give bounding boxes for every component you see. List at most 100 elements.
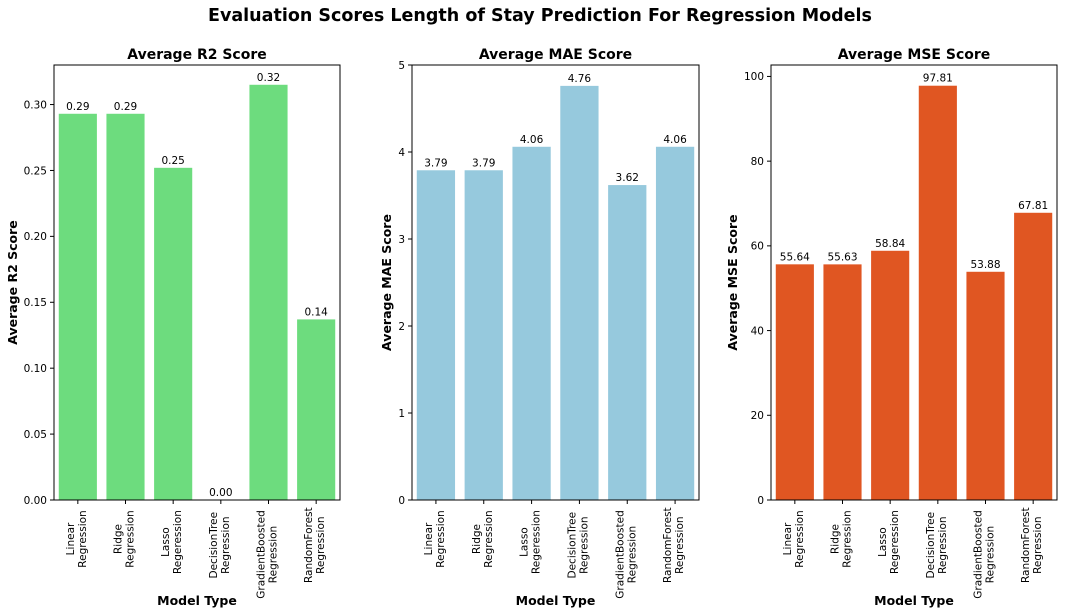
bar-value-label: 0.32	[257, 72, 280, 84]
x-tick-label-line: DecisionTree	[566, 512, 578, 579]
bar-value-label: 55.64	[780, 251, 810, 263]
bar-value-label: 67.81	[1018, 200, 1048, 212]
x-tick-label-line: Regeression	[531, 510, 543, 574]
x-tick-label: LassoRegeression	[877, 510, 901, 574]
bar-value-label: 58.84	[875, 238, 905, 250]
x-tick-label: LinearRegression	[782, 510, 806, 567]
chart-title: Average MSE Score	[838, 47, 991, 63]
bar	[512, 146, 551, 500]
x-tick-label-line: Regeression	[172, 510, 184, 574]
x-tick-label-line: Linear	[423, 522, 435, 555]
chart-panel-1: Average R2 Score 0.29 0.29 0.25 0.00 0.32 0.14…	[5, 47, 341, 608]
x-tick-label: GradientBoostedRegression	[256, 510, 280, 598]
bar-value-label: 3.79	[472, 157, 495, 169]
bar-value-label: 0.25	[161, 155, 184, 167]
x-tick-label-line: DecisionTree	[925, 512, 937, 579]
y-tick-label: 100	[744, 71, 764, 83]
bar	[608, 185, 647, 500]
axes-frame	[770, 64, 1058, 501]
y-tick-label: 0	[757, 495, 764, 507]
x-tick-label: RidgeRegression	[471, 510, 495, 567]
x-tick-label-line: Regeression	[889, 510, 901, 574]
y-axis-label: Average MAE Score	[379, 214, 394, 351]
x-tick-label-line: DecisionTree	[208, 512, 220, 579]
bar-value-label: 55.63	[827, 251, 857, 263]
x-tick-label-line: Regression	[125, 510, 137, 567]
figure-suptitle: Evaluation Scores Length of Stay Predict…	[208, 6, 872, 26]
bar-value-label: 0.00	[209, 487, 232, 499]
x-axis-label: Model Type	[157, 593, 237, 608]
x-tick-label-line: RandomForest	[662, 507, 674, 583]
x-tick-label-line: Regression	[77, 510, 89, 567]
x-tick-label-line: RandomForest	[1020, 507, 1032, 583]
x-tick-label-line: Regression	[674, 516, 686, 573]
y-tick-label: 4	[398, 147, 405, 159]
bar-value-label: 0.14	[304, 306, 328, 318]
y-tick-label: 40	[751, 325, 764, 337]
y-tick-label: 0.25	[24, 165, 47, 177]
y-tick-label: 0.30	[24, 99, 47, 111]
y-tick-label: 3	[398, 234, 405, 246]
x-tick-label-line: Regression	[985, 526, 997, 583]
bar	[823, 264, 862, 500]
x-tick-label-line: GradientBoosted	[256, 510, 268, 598]
chart-panels: Average R2 Score 0.29 0.29 0.25 0.00 0.32 0.14…	[5, 47, 1058, 608]
x-tick-label: DecisionTreeRegression	[925, 512, 949, 579]
x-tick-label-line: Regression	[268, 526, 280, 583]
bar	[464, 170, 503, 500]
bar	[918, 85, 957, 500]
x-tick-label: RidgeRegression	[830, 510, 854, 567]
bar	[655, 146, 695, 500]
bar	[297, 319, 336, 500]
x-tick-label: LassoRegeression	[519, 510, 543, 574]
bar	[416, 170, 456, 500]
y-tick-label: 60	[751, 241, 764, 253]
x-tick-label: LinearRegression	[423, 510, 447, 567]
chart-title: Average MAE Score	[479, 47, 632, 63]
x-tick-label: DecisionTreeRegression	[566, 512, 590, 579]
y-tick-label: 0.00	[24, 495, 47, 507]
x-axis-label: Model Type	[516, 593, 596, 608]
x-tick-label: LassoRegeression	[160, 510, 184, 574]
chart-title: Average R2 Score	[127, 47, 267, 63]
bar-value-label: 4.76	[568, 73, 592, 85]
x-tick-label-line: Lasso	[519, 527, 531, 557]
x-tick-label: RandomForestRegression	[1020, 507, 1044, 583]
y-tick-label: 0.15	[24, 297, 47, 309]
x-tick-label-line: Regression	[794, 510, 806, 567]
bar	[58, 113, 97, 500]
x-tick-label-line: GradientBoosted	[614, 510, 626, 598]
y-axis-label: Average MSE Score	[725, 214, 740, 350]
bar-value-label: 53.88	[970, 259, 1000, 271]
chart-panel-2: Average MAE Score 3.79 3.79 4.06 4.76 3.62 4.0…	[379, 47, 700, 608]
x-tick-label: GradientBoostedRegression	[614, 510, 638, 598]
x-tick-label-line: Linear	[65, 522, 77, 555]
x-tick-label-line: Regression	[315, 516, 327, 573]
x-tick-label-line: Regression	[435, 510, 447, 567]
x-tick-label-line: Ridge	[830, 524, 842, 554]
y-tick-label: 0	[398, 495, 405, 507]
x-tick-label-line: Ridge	[113, 524, 125, 554]
bar-value-label: 3.62	[616, 172, 639, 184]
axes-frame	[53, 64, 341, 501]
y-tick-label: 1	[398, 408, 405, 420]
x-tick-label: RandomForestRegression	[303, 507, 327, 583]
x-tick-label: LinearRegression	[65, 510, 89, 567]
x-tick-label: GradientBoostedRegression	[973, 510, 997, 598]
bar	[775, 264, 814, 500]
x-tick-label-line: Lasso	[160, 527, 172, 557]
bar	[966, 271, 1005, 500]
x-tick-label-line: Regression	[578, 516, 590, 573]
bar-value-label: 0.29	[114, 101, 137, 113]
x-tick-label-line: Lasso	[877, 527, 889, 557]
bar-value-label: 3.79	[424, 157, 447, 169]
y-tick-label: 5	[398, 60, 405, 72]
x-tick-label-line: Regression	[842, 510, 854, 567]
y-tick-label: 0.10	[24, 363, 47, 375]
chart-panel-3: Average MSE Score 55.64 55.63 58.84 97.81 53.…	[725, 47, 1058, 608]
y-tick-label: 2	[398, 321, 405, 333]
x-tick-label-line: RandomForest	[303, 507, 315, 583]
bar	[249, 84, 288, 500]
